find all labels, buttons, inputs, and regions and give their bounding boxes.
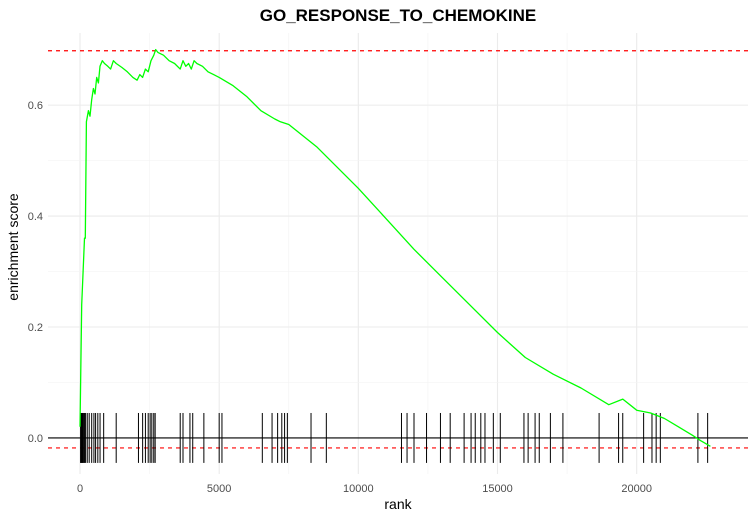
y-tick-label: 0.2 [28, 322, 43, 334]
threshold-layer [48, 50, 748, 449]
chart-title: GO_RESPONSE_TO_CHEMOKINE [260, 6, 536, 25]
y-axis-title: enrichment score [5, 193, 21, 301]
x-tick-label: 10000 [343, 483, 374, 495]
x-tick-label: 5000 [207, 483, 231, 495]
x-axis-title: rank [384, 496, 412, 512]
x-tick-label: 20000 [621, 483, 652, 495]
y-tick-label: 0.4 [28, 211, 43, 223]
x-tick-label: 0 [77, 483, 83, 495]
grid-layer [48, 33, 748, 474]
hits-layer [80, 412, 709, 463]
y-tick-labels: 0.0 0.2 0.4 0.6 [28, 100, 43, 445]
x-tick-label: 15000 [482, 483, 513, 495]
enrichment-score-line [79, 48, 711, 447]
y-tick-label: 0.0 [28, 433, 43, 445]
line-layer [79, 48, 711, 447]
x-tick-labels: 0 5000 10000 15000 20000 [77, 483, 652, 495]
y-tick-label: 0.6 [28, 100, 43, 112]
